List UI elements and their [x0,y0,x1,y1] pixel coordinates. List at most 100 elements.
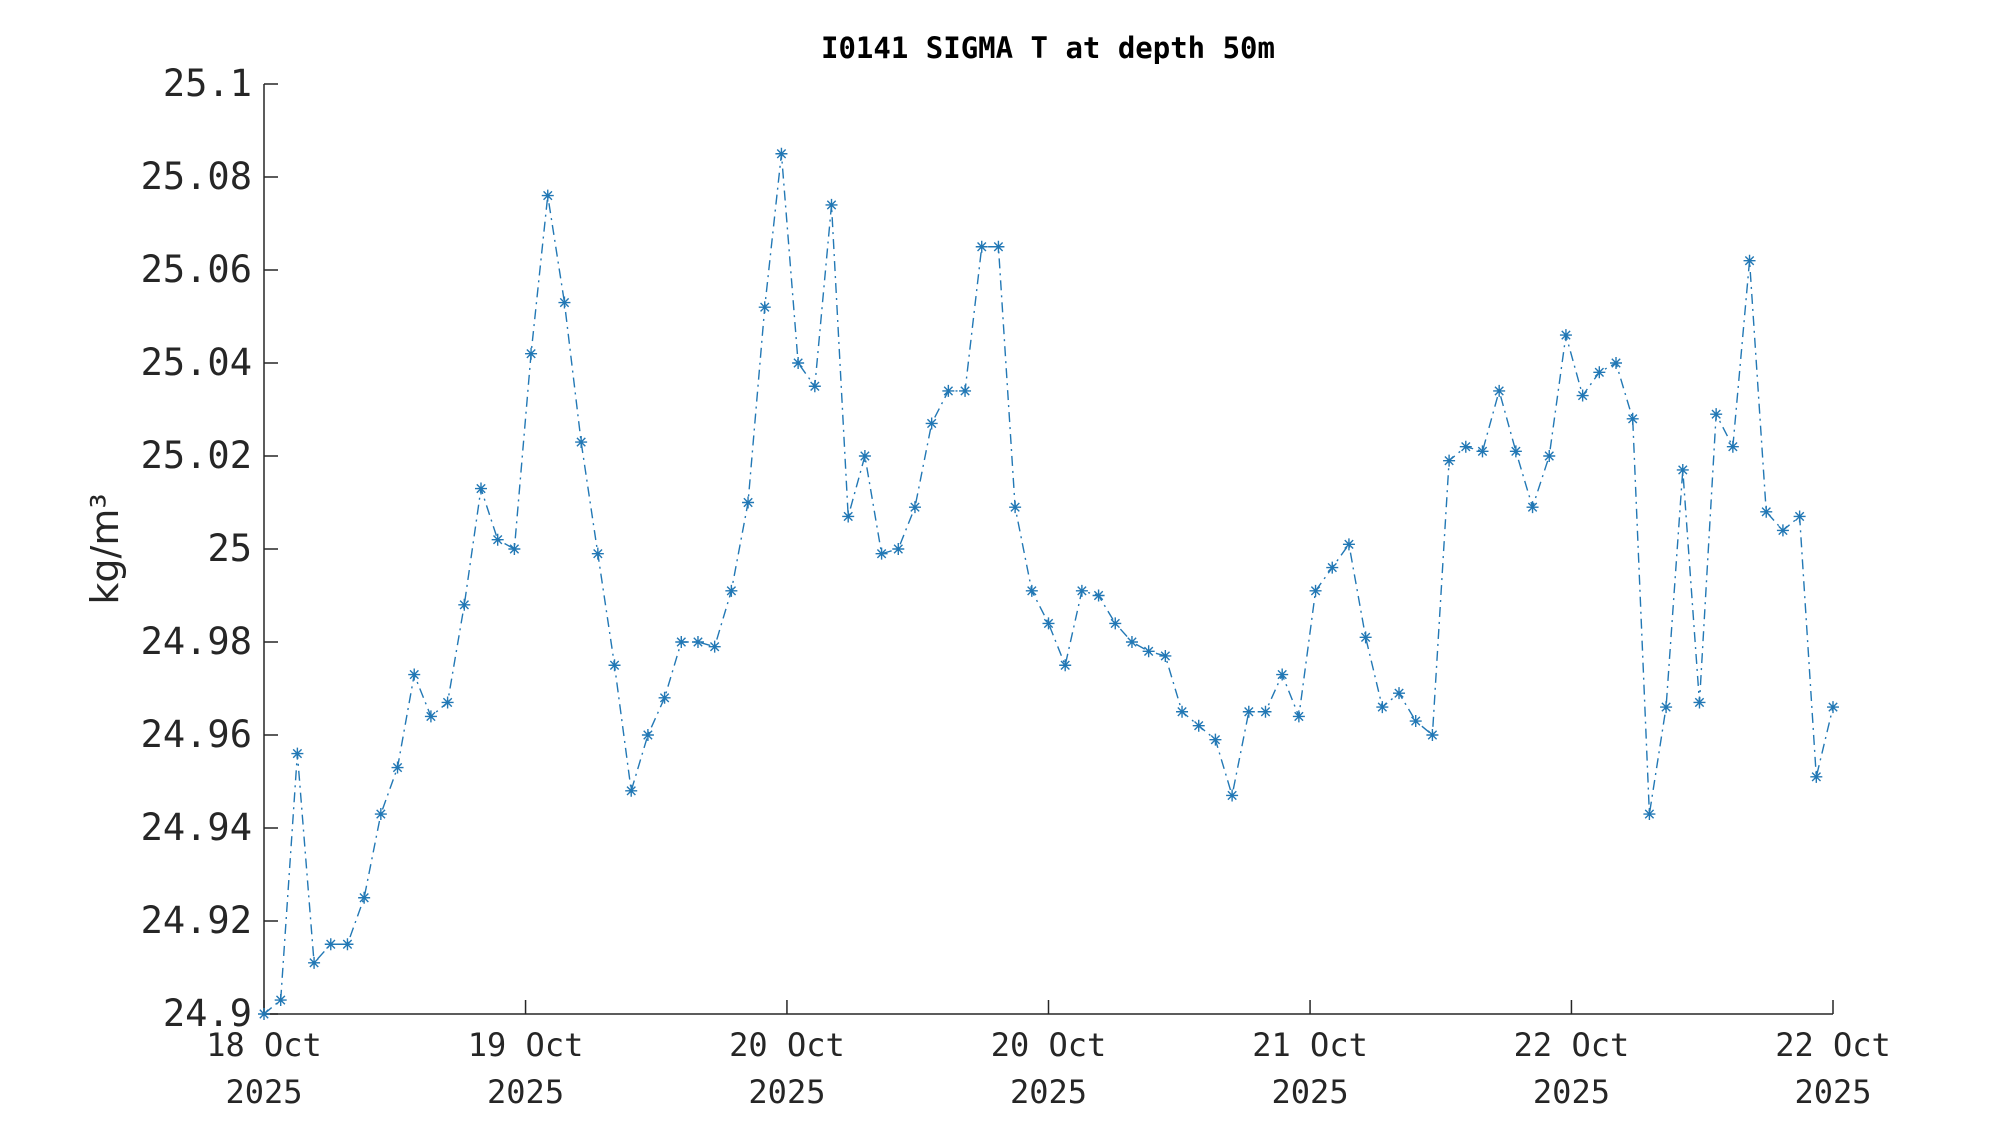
point-marker [1793,510,1806,523]
x-tick-label: 19 Oct 2025 [468,1026,584,1111]
point-marker [625,784,638,797]
y-tick-label: 25.06 [141,248,252,291]
point-marker [324,938,337,951]
y-tick-label: 24.98 [141,620,252,663]
x-tick-label: 22 Oct 2025 [1775,1026,1891,1111]
point-marker [1176,705,1189,718]
x-tick-label: 20 Oct 2025 [729,1026,845,1111]
point-marker [1543,450,1556,462]
point-marker [374,808,387,821]
point-marker [1743,254,1756,267]
point-marker [892,543,905,555]
point-marker [391,761,404,774]
y-tick-label: 25.02 [141,434,252,477]
point-marker [959,384,972,397]
point-marker [1042,617,1055,630]
point-marker [1776,524,1789,537]
chart-title: I0141 SIGMA T at depth 50m [821,31,1275,65]
x-tick-label-line: 2025 [1794,1073,1871,1111]
point-marker [1593,366,1606,379]
point-marker [742,496,755,509]
point-marker [1426,729,1439,741]
point-marker [1526,501,1539,514]
point-marker [875,547,888,560]
point-marker [408,668,421,681]
y-tick-label: 24.92 [141,899,252,942]
x-tick-label-line: 2025 [748,1073,825,1111]
point-marker [541,189,554,202]
point-marker [1192,719,1205,732]
point-marker [1142,645,1155,658]
x-tick-label-line: 21 Oct [1252,1026,1368,1064]
point-marker [341,938,354,951]
point-marker [1559,329,1572,342]
point-marker [1576,389,1589,402]
point-marker [1676,463,1689,476]
point-marker [308,956,321,969]
point-marker [1109,617,1122,630]
point-marker [474,482,487,495]
point-marker [1810,770,1823,783]
x-tick-label: 18 Oct 2025 [206,1026,322,1111]
x-tick-label-line: 2025 [1533,1073,1610,1111]
point-marker [1693,696,1706,709]
point-marker [291,747,304,760]
point-marker [1075,584,1088,597]
point-marker [1476,445,1489,458]
point-marker [792,357,805,369]
point-marker [1226,789,1239,802]
point-marker [1626,412,1639,425]
point-marker [842,510,855,523]
point-marker [992,240,1005,253]
point-marker [908,501,921,514]
point-marker [1760,505,1773,518]
point-marker [1376,701,1389,714]
point-marker [1059,659,1072,672]
point-marker [258,1008,270,1020]
point-marker [525,347,538,360]
x-tick-label-line: 20 Oct [729,1026,845,1064]
point-marker [1092,589,1105,602]
point-marker [675,636,688,648]
point-marker [808,380,821,393]
x-tick-label-line: 2025 [225,1073,302,1111]
y-tick-label: 25 [207,527,252,570]
point-marker [1309,584,1322,597]
point-marker [508,543,521,555]
point-marker [1660,701,1673,714]
x-tick-label: 22 Oct 2025 [1514,1026,1630,1111]
point-marker [1393,687,1406,700]
point-marker [1292,710,1305,723]
x-tick-label-line: 18 Oct [206,1026,322,1064]
y-tick-label: 25.08 [141,155,252,198]
point-marker [825,198,838,211]
point-marker [441,696,454,709]
point-marker [1443,454,1456,467]
y-axis-label: kg/m³ [83,493,127,604]
point-marker [758,301,771,314]
series-line [263,153,1834,1015]
point-marker [575,436,588,449]
point-marker [858,450,871,462]
point-marker [1326,561,1339,574]
x-tick-label: 21 Oct 2025 [1252,1026,1368,1111]
point-marker [1276,668,1289,681]
point-marker [1459,440,1472,453]
point-marker [1209,733,1222,746]
x-tick-label-line: 20 Oct [991,1026,1107,1064]
point-marker [274,994,287,1007]
y-tick-label: 24.96 [141,713,252,756]
point-marker [358,891,371,904]
x-tick-label-line: 2025 [1010,1073,1087,1111]
y-tick-label: 25.04 [141,341,252,384]
point-marker [775,147,788,160]
point-marker [1610,357,1623,369]
point-marker [1643,808,1656,821]
point-marker [1726,440,1739,453]
point-marker [458,598,471,611]
point-marker [1242,705,1255,718]
point-marker [641,729,654,741]
point-marker [424,710,437,723]
